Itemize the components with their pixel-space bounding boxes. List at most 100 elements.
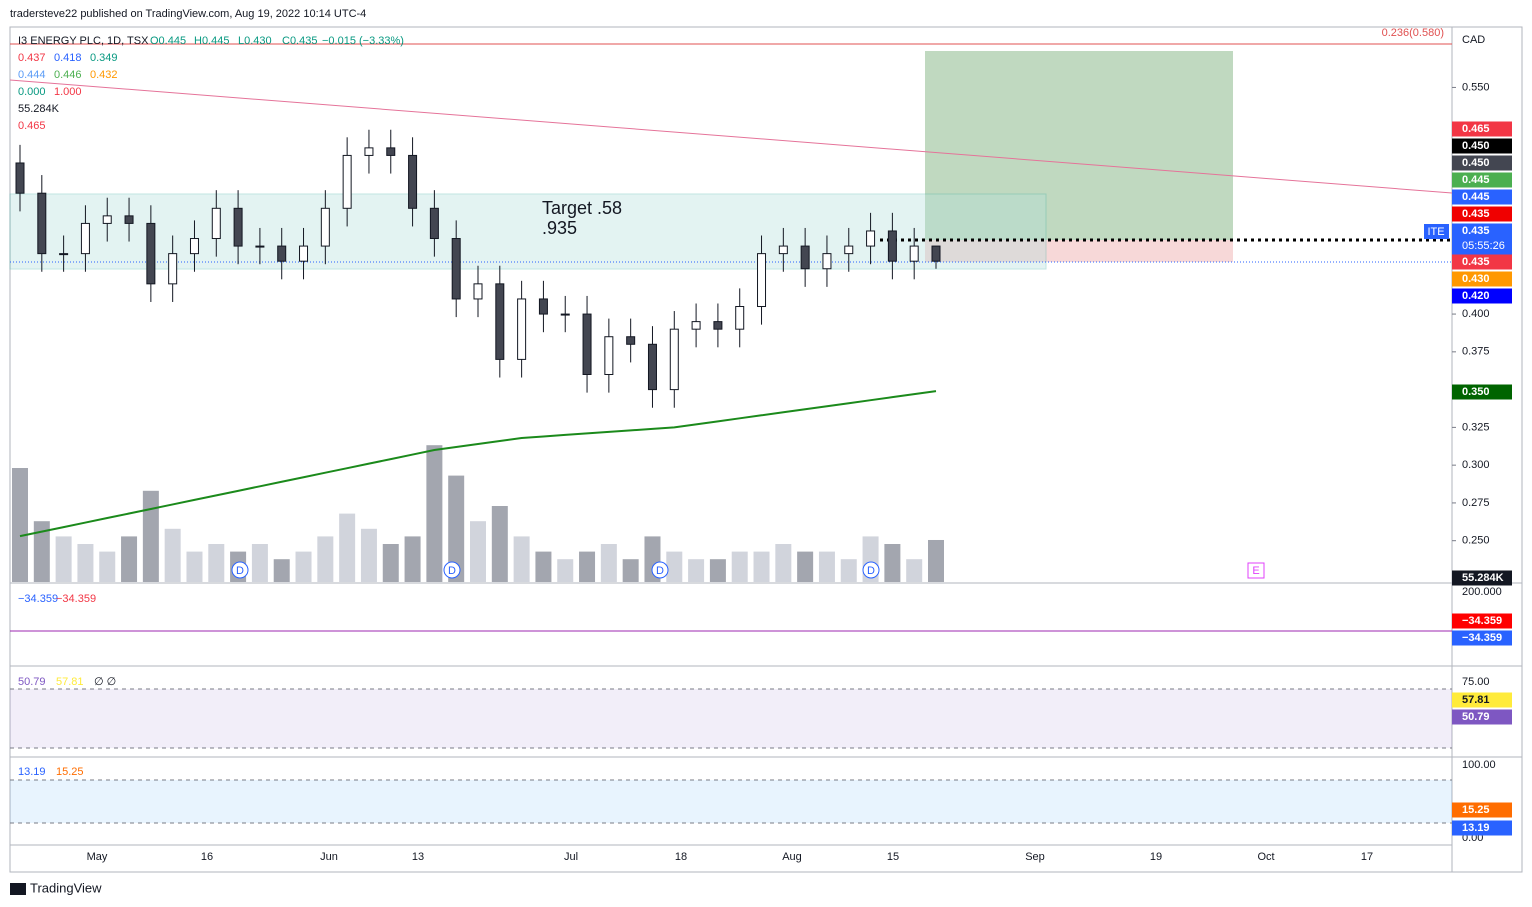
price-badge — [1452, 189, 1512, 205]
volume-bar — [186, 551, 203, 582]
candle-body — [15, 162, 25, 194]
stoch-legend: 15.25 — [56, 766, 84, 778]
price-badge-label: 0.430 — [1462, 273, 1490, 285]
candle-body — [691, 321, 701, 330]
fib-label: 0.236(0.580) — [1382, 27, 1444, 39]
annotation: Target .58 — [542, 198, 622, 218]
rsi-axis-label: 75.00 — [1462, 676, 1490, 688]
candle-body — [408, 154, 418, 209]
candle-body — [168, 253, 178, 285]
legend-value: 0.000 — [18, 86, 46, 98]
price-badge-label: 0.435 — [1462, 225, 1490, 237]
volume-bar — [709, 559, 726, 582]
volume-bar — [579, 551, 596, 582]
y-tick-label: 0.375 — [1462, 346, 1490, 358]
candle-body — [211, 207, 221, 240]
event-marker — [862, 561, 880, 579]
stoch-axis-label: 100.00 — [1462, 759, 1496, 771]
frame — [9, 26, 1523, 873]
legend-value: 0.437 — [18, 52, 46, 64]
candle-body — [37, 192, 47, 255]
candle-body — [255, 245, 265, 248]
x-tick-label: 18 — [675, 851, 687, 863]
y-tick-label: 0.550 — [1462, 81, 1490, 93]
volume-bar — [33, 521, 50, 582]
symbol-tag-label: ITE — [1427, 226, 1444, 238]
candle-body — [778, 245, 788, 255]
candle-body — [473, 283, 483, 300]
volume-bar — [557, 559, 574, 582]
price-badge — [1452, 288, 1512, 304]
candle-body — [299, 245, 309, 262]
price-badge — [1452, 121, 1512, 137]
volume-bar — [99, 551, 116, 582]
volume-bar — [339, 513, 356, 582]
symbol-tag — [1424, 224, 1449, 239]
volume-bar — [208, 544, 225, 582]
candle-body — [233, 207, 243, 247]
volume-bar — [470, 521, 486, 582]
price-badge-label: 0.450 — [1462, 140, 1490, 152]
candle-body — [604, 336, 614, 376]
stoch-band — [10, 780, 1452, 823]
price-badge-label: 0.465 — [1462, 123, 1490, 135]
price-badge — [1452, 172, 1512, 188]
candle-body — [800, 245, 810, 270]
rsi-badge-label: 57.81 — [1462, 694, 1490, 706]
macd-legend: −34.359 — [56, 593, 96, 605]
countdown: 05:55:26 — [1462, 240, 1505, 252]
volume-bar — [404, 536, 421, 582]
price-badge-label: 55.284K — [1462, 572, 1504, 584]
volume-bar — [360, 528, 377, 582]
price-badge — [1452, 155, 1512, 171]
event-marker-label: E — [1252, 565, 1259, 577]
price-badge — [1452, 570, 1512, 586]
price-badge — [1452, 271, 1512, 287]
candle-body — [866, 230, 876, 247]
candle-body — [80, 222, 90, 255]
volume-bar — [600, 544, 617, 582]
volume-bar — [295, 551, 312, 582]
volume-bar — [426, 445, 443, 582]
price-badge-label: 0.450 — [1462, 157, 1490, 169]
volume-bar — [55, 536, 72, 582]
rsi-legend: 57.81 — [56, 676, 84, 688]
x-tick-label: May — [87, 851, 108, 863]
candle-body — [189, 238, 199, 255]
x-tick-label: 15 — [887, 851, 899, 863]
ma200-line — [19, 390, 937, 538]
volume-bar — [688, 559, 705, 582]
legend-ohlc: H0.445 — [194, 35, 229, 47]
price-badge-label: 0.435 — [1462, 208, 1490, 220]
volume-bar — [731, 551, 748, 582]
legend-value: 1.000 — [54, 86, 82, 98]
y-tick-label: 0.400 — [1462, 308, 1490, 320]
header: tradersteve22 published on TradingView.c… — [10, 8, 366, 20]
stoch-badge — [1452, 802, 1512, 818]
volume-bar — [273, 559, 290, 582]
x-tick-label: Jul — [564, 851, 578, 863]
stoch-badge-label: 15.25 — [1462, 804, 1490, 816]
candle-body — [909, 245, 919, 262]
stoch-legend: 13.19 — [18, 766, 46, 778]
candle-body — [364, 147, 374, 156]
candle-body — [735, 306, 745, 330]
volume-bar — [884, 544, 901, 582]
candle-body — [626, 336, 636, 345]
x-tick-label: 13 — [412, 851, 424, 863]
x-tick-label: Jun — [320, 851, 338, 863]
candle-body — [757, 253, 767, 308]
price-badge-label: 0.420 — [1462, 290, 1490, 302]
legend-ohlc: C0.435 — [282, 35, 317, 47]
event-marker-label: D — [448, 565, 456, 577]
legend-value: 0.432 — [90, 69, 118, 81]
macd-badge-label: −34.359 — [1462, 632, 1502, 644]
rsi-legend: ∅ ∅ — [94, 676, 116, 688]
footer-brand: TradingView — [30, 880, 102, 895]
stoch-badge-label: 13.19 — [1462, 822, 1490, 834]
y-tick-label: 0.325 — [1462, 421, 1490, 433]
volume-bar — [317, 536, 334, 582]
volume-bar — [121, 536, 138, 582]
x-tick-label: Aug — [782, 851, 802, 863]
macd-badge — [1452, 630, 1512, 646]
